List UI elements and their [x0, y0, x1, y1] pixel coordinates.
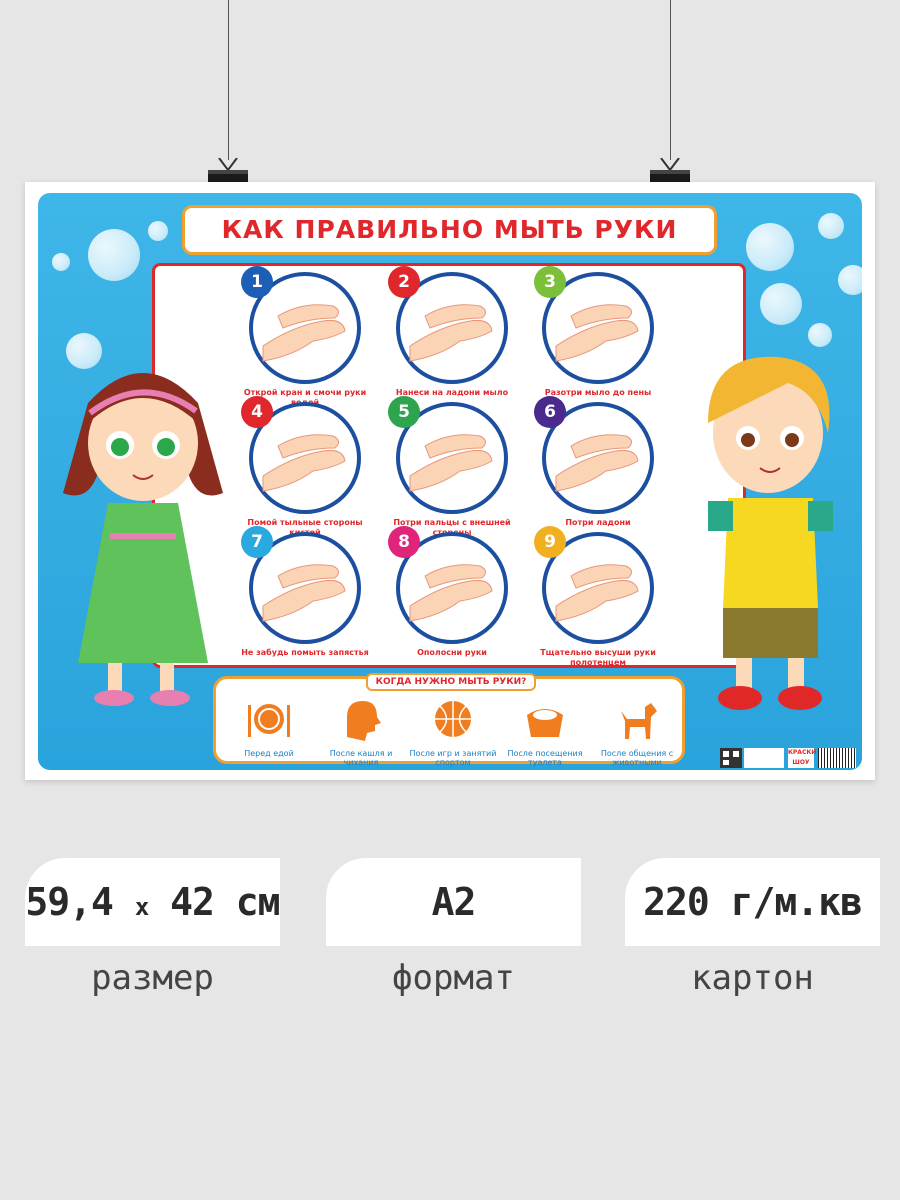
barcode: [818, 748, 856, 768]
hands-icon: [262, 434, 346, 492]
bubble: [818, 213, 844, 239]
step-illustration: 8: [388, 526, 508, 644]
steps-board: 1 Открой кран и смочи руки водой 2 Нанес…: [152, 263, 746, 668]
cough-icon: [347, 701, 381, 741]
hands-icon: [409, 434, 493, 492]
hands-icon: [409, 304, 493, 362]
step-5: 5 Потри пальцы с внешней стороны: [382, 396, 522, 538]
when-item: После игр и занятий спортом: [408, 697, 498, 767]
potty-icon: [527, 709, 563, 737]
step-number-badge: 7: [241, 526, 273, 558]
bubble: [838, 265, 862, 295]
bubble: [66, 333, 102, 369]
hands-icon: [409, 564, 493, 622]
when-item-label: После кашля и чихания: [329, 749, 393, 767]
plate-icon: [248, 704, 290, 737]
size-height: 42 см: [170, 880, 280, 924]
hands-icon: [555, 304, 639, 362]
when-item-label: После игр и занятий спортом: [409, 749, 497, 767]
size-separator: x: [134, 893, 149, 921]
hands-icon: [262, 304, 346, 362]
publisher-info: [744, 748, 784, 768]
step-number-badge: 5: [388, 396, 420, 428]
ball-icon: [435, 701, 471, 737]
step-number-badge: 4: [241, 396, 273, 428]
step-illustration: 3: [534, 266, 654, 384]
bubble: [148, 221, 168, 241]
when-item: После посещения туалета: [500, 697, 590, 767]
hands-icon: [262, 564, 346, 622]
step-1: 1 Открой кран и смочи руки водой: [235, 266, 375, 408]
bubble: [88, 229, 140, 281]
step-caption: Не забудь помыть запястья: [241, 648, 369, 657]
paper-card: 220 г/м.кв: [625, 858, 880, 946]
step-8: 8 Ополосни руки: [382, 526, 522, 658]
step-illustration: 9: [534, 526, 654, 644]
step-3: 3 Разотри мыло до пены: [528, 266, 668, 398]
brand-logo: КРАСКИ ШОУ: [788, 748, 817, 768]
paper-label: картон: [691, 958, 814, 998]
hanging-string: [670, 0, 671, 160]
step-illustration: 5: [388, 396, 508, 514]
when-to-wash-panel: КОГДА НУЖНО МЫТЬ РУКИ? Перед едой После …: [213, 673, 685, 767]
when-item: После общения с животными: [592, 697, 682, 767]
qr-code-icon: [720, 748, 742, 768]
when-item-label: После общения с животными: [600, 749, 674, 767]
step-caption: Разотри мыло до пены: [544, 388, 652, 397]
when-item-label: После посещения туалета: [507, 749, 583, 767]
step-9: 9 Тщательно высуши руки полотенцем: [528, 526, 668, 668]
step-number-badge: 2: [388, 266, 420, 298]
hands-icon: [555, 434, 639, 492]
step-illustration: 7: [241, 526, 361, 644]
step-caption: Ополосни руки: [417, 648, 487, 657]
step-7: 7 Не забудь помыть запястья: [235, 526, 375, 658]
step-illustration: 6: [534, 396, 654, 514]
step-number-badge: 8: [388, 526, 420, 558]
when-item: После кашля и чихания: [316, 697, 406, 767]
when-item: Перед едой: [224, 697, 314, 758]
step-illustration: 1: [241, 266, 361, 384]
bubble: [760, 283, 802, 325]
poster: КАК ПРАВИЛЬНО МЫТЬ РУКИ 1 Открой кран и …: [25, 182, 875, 780]
when-item-label: Перед едой: [244, 749, 294, 758]
step-number-badge: 9: [534, 526, 566, 558]
bubble: [746, 223, 794, 271]
step-caption: Нанеси на ладони мыло: [395, 388, 509, 397]
boy-illustration: [708, 356, 833, 710]
step-number-badge: 1: [241, 266, 273, 298]
hands-icon: [555, 564, 639, 622]
dog-icon: [621, 703, 657, 739]
when-to-wash-title: КОГДА НУЖНО МЫТЬ РУКИ?: [366, 673, 536, 691]
format-label: формат: [392, 958, 515, 998]
format-card: A2: [326, 858, 581, 946]
poster-background: КАК ПРАВИЛЬНО МЫТЬ РУКИ 1 Открой кран и …: [38, 193, 862, 770]
step-2: 2 Нанеси на ладони мыло: [382, 266, 522, 398]
size-width: 59,4: [25, 880, 114, 924]
step-number-badge: 3: [534, 266, 566, 298]
step-6: 6 Потри ладони: [528, 396, 668, 528]
step-illustration: 4: [241, 396, 361, 514]
step-4: 4 Помой тыльные стороны кистей: [235, 396, 375, 538]
size-label: размер: [91, 958, 214, 998]
size-card: 59,4 x 42 см: [25, 858, 281, 946]
step-illustration: 2: [388, 266, 508, 384]
poster-title: КАК ПРАВИЛЬНО МЫТЬ РУКИ: [182, 205, 717, 255]
step-number-badge: 6: [534, 396, 566, 428]
step-caption: Тщательно высуши руки полотенцем: [540, 648, 656, 667]
hanging-string: [228, 0, 229, 160]
bubble: [808, 323, 832, 347]
girl-illustration: [63, 373, 223, 706]
bubble: [52, 253, 70, 271]
step-caption: Потри ладони: [565, 518, 631, 527]
